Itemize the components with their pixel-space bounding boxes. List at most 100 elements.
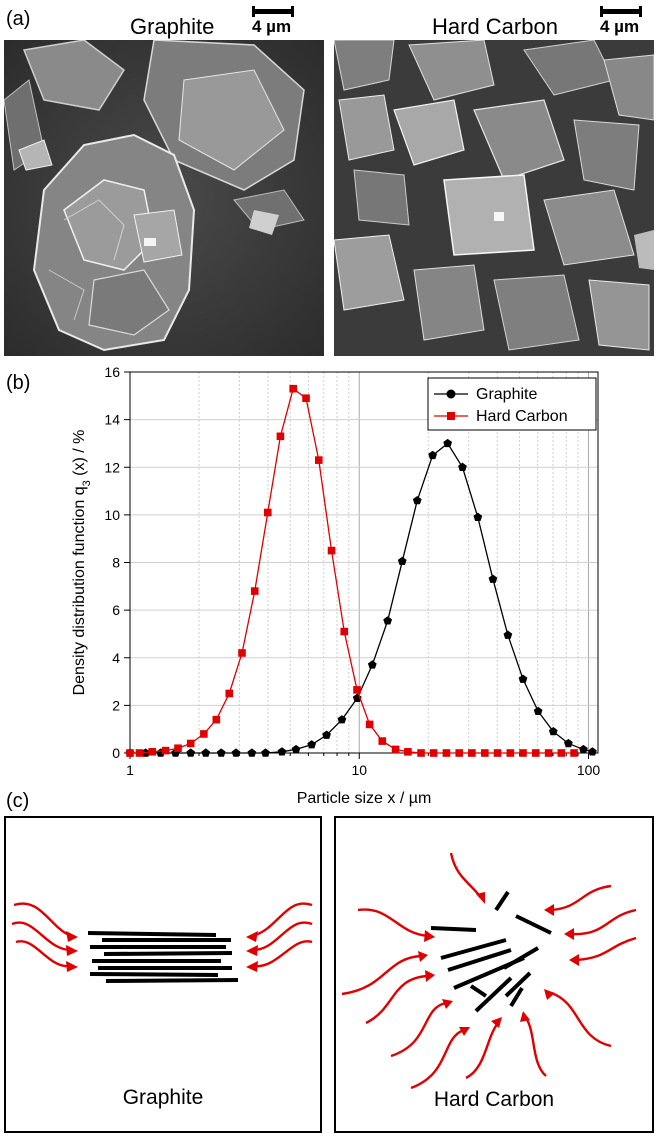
data-point [231,748,241,757]
data-point [200,730,208,738]
data-point [506,749,515,757]
graphite-ion-arrows [11,902,313,968]
data-point [289,384,297,393]
data-point [212,715,221,724]
arrow-icon [550,991,612,1048]
data-point [148,748,157,756]
chart-series [125,384,597,757]
data-point [276,432,285,441]
hard-carbon-ion-arrows [341,852,637,1090]
arrow-icon [449,852,482,899]
data-point [327,546,336,555]
hard-carbon-sem-title: Hard Carbon [432,14,558,39]
data-point [307,740,317,749]
graphite-schematic: Graphite [4,816,322,1133]
y-tick-label: 16 [104,364,120,380]
arrow-icon [390,1001,447,1058]
data-point [557,749,566,757]
hard-carbon-arrow-heads [418,892,579,1036]
panel-c-label: (c) [6,790,30,812]
data-point [458,462,467,471]
arrow-icon [410,1028,465,1090]
data-point [277,747,287,756]
y-tick-label: 10 [104,507,120,523]
data-point [442,749,451,757]
data-point [261,748,270,757]
legend-marker [446,389,456,399]
arrow-icon [341,954,422,996]
data-point [564,738,573,748]
data-point [503,630,513,639]
series-graphite [125,438,597,757]
data-point [367,660,377,669]
x-tick-label: 100 [577,762,601,778]
arrow-icon [13,902,73,938]
data-point [397,556,407,566]
arrow-icon [575,936,637,962]
data-point [519,749,527,757]
y-tick-label: 0 [112,745,120,761]
graphite-sem-title: Graphite [130,14,215,39]
data-point [238,649,246,657]
panel-b-label: (b) [6,372,31,394]
arrow-icon [15,940,73,968]
y-tick-label: 8 [112,555,120,571]
data-point [391,745,400,754]
arrow-icon [251,940,313,968]
data-point [314,456,323,464]
data-point [337,715,347,724]
arrow-icon [524,1017,547,1077]
legend-label: Graphite [476,386,537,403]
data-point [493,749,502,757]
data-point [365,720,374,729]
data-point [383,616,393,625]
hard-carbon-schematic-caption: Hard Carbon [433,1088,555,1111]
hard-carbon-sem-image [334,40,654,356]
hard-carbon-scale-label: 4 µm [600,17,640,36]
data-point [417,749,425,757]
hard-carbon-layers [430,890,552,1013]
legend-box [427,377,597,431]
chart-legend: Graphite Hard Carbon [427,377,597,431]
y-tick-label: 12 [104,459,120,475]
data-point [548,726,558,736]
arrow-icon [550,884,612,912]
data-point [579,744,588,754]
series-hard-carbon [126,384,578,757]
data-point [250,587,259,595]
data-point [322,730,331,739]
data-point [201,748,211,757]
y-tick-label: 6 [112,602,120,618]
data-point [247,748,257,757]
data-point [468,749,476,757]
data-point [443,438,453,448]
graphite-schematic-caption: Graphite [122,1086,204,1109]
graphite-scale-label: 4 µm [252,17,292,36]
arrow-icon [251,921,313,952]
graphite-arrow-heads [66,931,258,972]
data-point [186,748,196,757]
data-point [126,749,134,757]
arrow-icon [365,974,429,1025]
hard-carbon-schematic: Hard Carbon [334,816,654,1133]
data-point [429,749,438,757]
data-point [544,749,553,757]
data-point [378,737,387,745]
x-tick-label: 1 [126,762,134,778]
series-line [130,387,575,754]
data-point [186,739,195,748]
x-tick-label: 10 [351,762,367,778]
data-point [481,749,489,757]
x-axis-label: Particle size x / µm [297,790,432,807]
data-point [455,749,464,757]
legend-marker [447,412,455,420]
data-point [533,706,543,716]
y-tick-label: 2 [112,697,120,713]
data-point [518,674,528,683]
y-tick-label: 14 [104,412,120,428]
arrow-icon [357,908,429,938]
graphite-layers [87,931,239,983]
data-point [353,686,361,694]
data-point [532,749,540,757]
